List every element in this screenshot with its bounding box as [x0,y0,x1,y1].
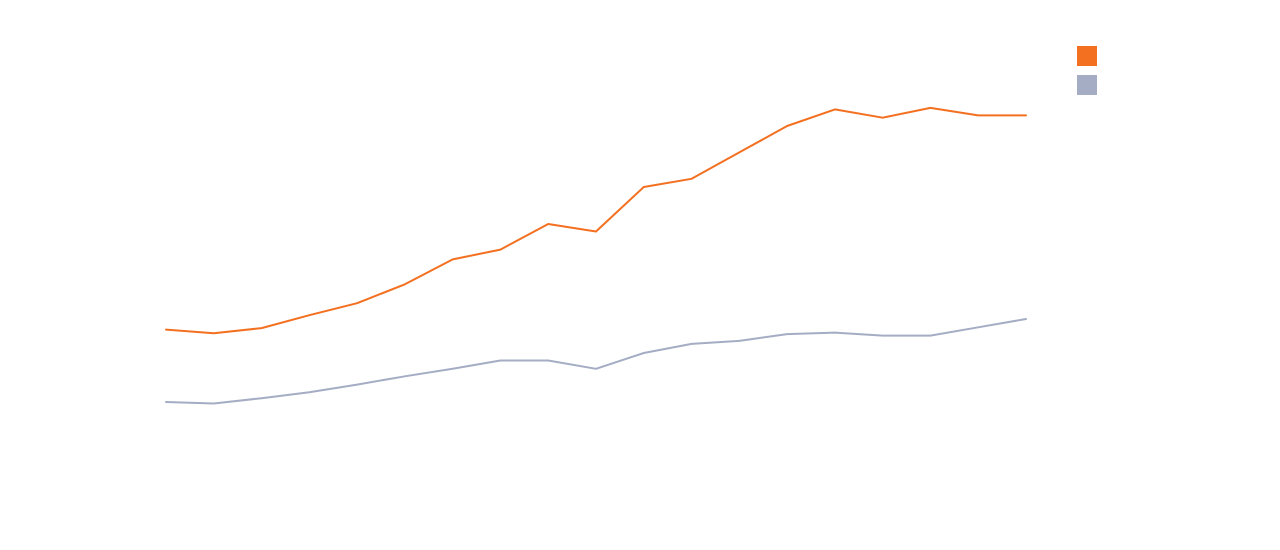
legend [1077,46,1097,95]
series-2-line [165,318,1027,405]
series-layer [165,106,1027,405]
series-1-line [165,106,1027,335]
legend-swatch-series-2[interactable] [1077,75,1097,95]
legend-swatch-series-1[interactable] [1077,46,1097,66]
